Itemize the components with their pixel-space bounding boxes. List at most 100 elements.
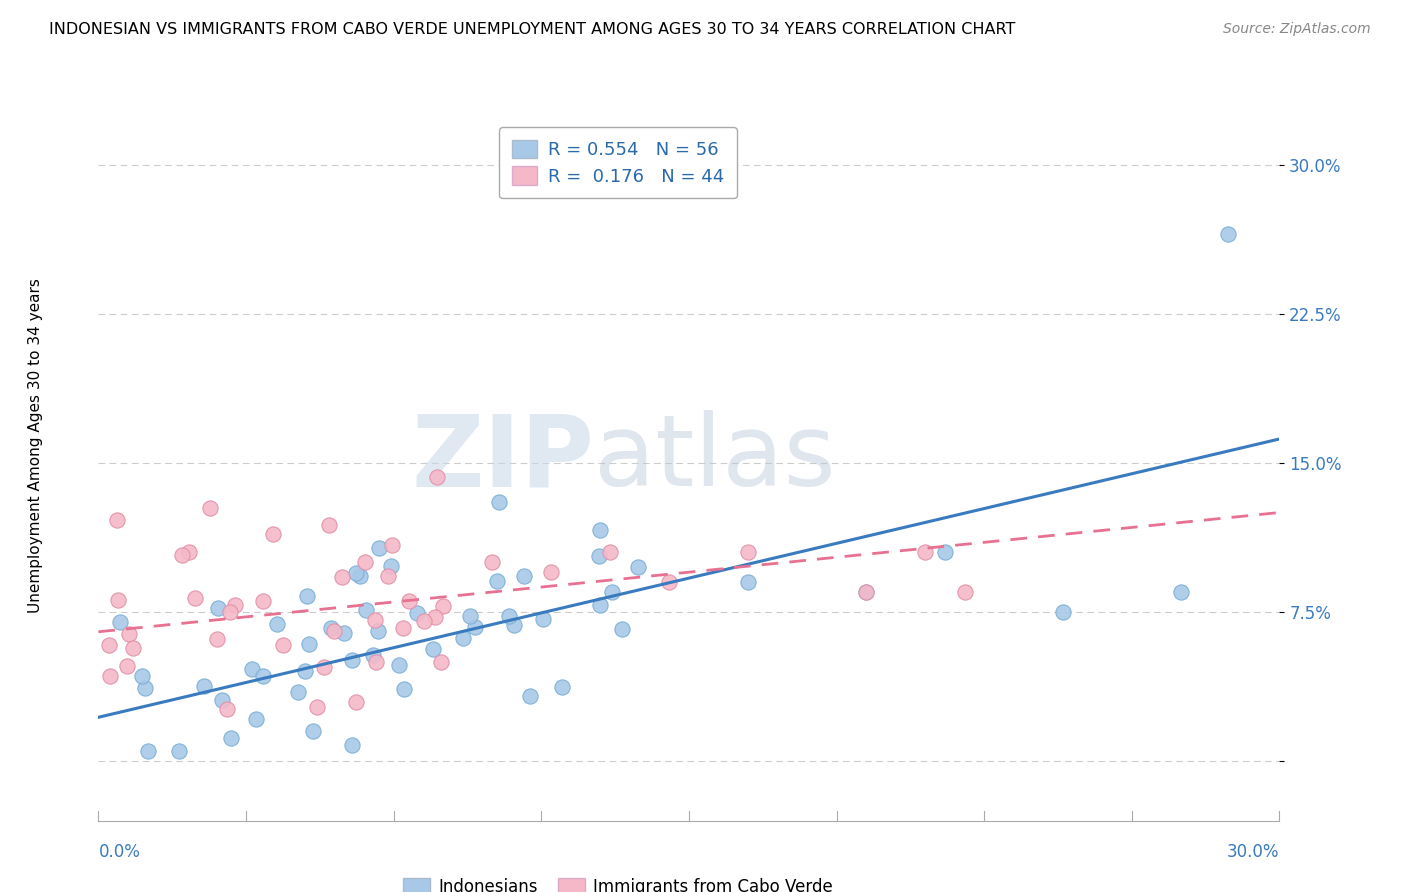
Point [307, 700, 329, 714]
Point [340, 738, 363, 752]
Point [207, 600, 229, 615]
Point [1052, 605, 1074, 619]
Point [1218, 227, 1240, 242]
Point [354, 603, 377, 617]
Point [221, 731, 243, 746]
Point [934, 545, 956, 559]
Point [121, 641, 143, 656]
Point [464, 619, 486, 633]
Point [914, 545, 936, 559]
Point [394, 682, 416, 697]
Point [364, 656, 387, 670]
Point [658, 575, 681, 590]
Point [136, 744, 159, 758]
Point [354, 556, 377, 570]
Point [550, 681, 572, 695]
Point [240, 662, 263, 676]
Point [342, 652, 364, 666]
Point [215, 702, 238, 716]
Point [413, 614, 436, 628]
Point [513, 568, 536, 582]
Point [108, 615, 131, 629]
Point [361, 648, 384, 663]
Point [205, 632, 228, 646]
Point [612, 622, 634, 636]
Point [266, 616, 288, 631]
Point [426, 470, 449, 484]
Point [737, 545, 759, 559]
Point [170, 549, 193, 563]
Point [245, 712, 267, 726]
Point [486, 574, 509, 589]
Point [588, 549, 610, 564]
Point [519, 690, 541, 704]
Point [367, 624, 389, 638]
Point [167, 743, 190, 757]
Point [392, 621, 415, 635]
Point [589, 524, 612, 538]
Point [98, 638, 121, 652]
Point [333, 625, 356, 640]
Point [953, 585, 976, 599]
Point [531, 612, 554, 626]
Point [294, 664, 316, 678]
Point [134, 681, 156, 695]
Point [600, 584, 623, 599]
Point [224, 598, 246, 612]
Text: ZIP: ZIP [412, 410, 595, 508]
Point [481, 555, 503, 569]
Point [367, 541, 389, 556]
Point [198, 500, 221, 515]
Point [322, 624, 344, 638]
Point [540, 565, 562, 579]
Point [423, 609, 446, 624]
Text: Unemployment Among Ages 30 to 34 years: Unemployment Among Ages 30 to 34 years [28, 278, 42, 614]
Point [319, 621, 342, 635]
Point [344, 566, 367, 580]
Point [599, 545, 621, 559]
Point [297, 637, 319, 651]
Point [262, 526, 284, 541]
Point [330, 569, 353, 583]
Point [1170, 585, 1192, 599]
Text: atlas: atlas [595, 410, 837, 508]
Point [855, 585, 877, 599]
Point [252, 669, 274, 683]
Text: 30.0%: 30.0% [1227, 843, 1279, 861]
Point [131, 669, 153, 683]
Point [107, 593, 129, 607]
Point [589, 598, 612, 612]
Point [118, 626, 141, 640]
Point [453, 631, 475, 645]
Point [98, 669, 121, 683]
Point [297, 589, 319, 603]
Point [388, 657, 411, 672]
Text: Source: ZipAtlas.com: Source: ZipAtlas.com [1223, 22, 1371, 37]
Point [211, 692, 233, 706]
Point [458, 608, 481, 623]
Point [314, 660, 336, 674]
Point [380, 559, 402, 574]
Point [287, 685, 309, 699]
Point [432, 599, 454, 613]
Point [377, 568, 399, 582]
Point [271, 638, 294, 652]
Point [318, 518, 340, 533]
Point [855, 585, 877, 599]
Point [430, 655, 453, 669]
Point [219, 606, 242, 620]
Text: 0.0%: 0.0% [98, 843, 141, 861]
Point [422, 642, 444, 657]
Point [184, 591, 207, 606]
Point [302, 723, 325, 738]
Point [398, 593, 420, 607]
Point [364, 614, 387, 628]
Point [105, 512, 128, 526]
Point [737, 575, 759, 590]
Point [346, 695, 368, 709]
Point [193, 679, 215, 693]
Point [381, 538, 404, 552]
Legend: Indonesians, Immigrants from Cabo Verde: Indonesians, Immigrants from Cabo Verde [396, 871, 839, 892]
Point [252, 594, 274, 608]
Point [406, 607, 429, 621]
